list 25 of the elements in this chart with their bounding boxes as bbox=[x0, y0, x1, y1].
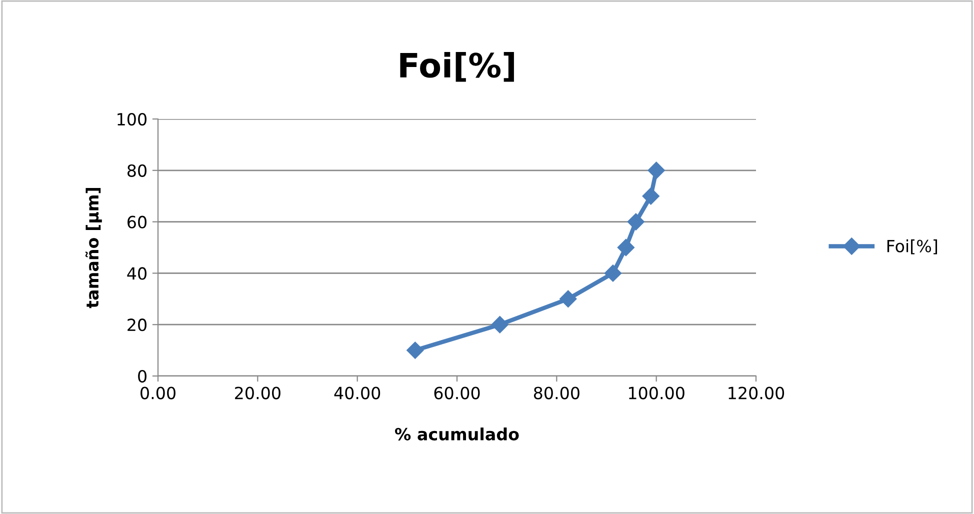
y-tick-label: 40 bbox=[127, 267, 146, 280]
point bbox=[604, 264, 622, 282]
chart-title: Foi[%] bbox=[400, 52, 514, 82]
legend-label: Foi[%] bbox=[887, 239, 938, 254]
point bbox=[560, 290, 577, 308]
point bbox=[642, 188, 660, 205]
x-tick-label: 40.00 bbox=[334, 386, 380, 400]
y-tick-label: 0 bbox=[138, 370, 146, 383]
x-tick-label: 100.00 bbox=[629, 386, 684, 400]
x-tick-label: 0.00 bbox=[140, 386, 176, 400]
x-tick-label: 60.00 bbox=[434, 386, 480, 400]
point bbox=[491, 316, 508, 334]
point bbox=[406, 342, 424, 359]
x-tick-label: 80.00 bbox=[534, 386, 580, 400]
y-axis-title: tamaño [µm] bbox=[85, 188, 102, 308]
x-tick-label: 20.00 bbox=[235, 386, 280, 400]
y-tick-label: 20 bbox=[128, 318, 146, 332]
x-axis-title: % acumulado bbox=[395, 428, 519, 440]
y-tick-label: 100 bbox=[118, 112, 146, 126]
y-tick-label: 60 bbox=[128, 216, 146, 228]
y-tick-label: 80 bbox=[128, 164, 146, 177]
point bbox=[617, 238, 634, 256]
point bbox=[648, 162, 665, 179]
point bbox=[627, 213, 644, 230]
x-tick-label: 120.00 bbox=[728, 386, 784, 400]
